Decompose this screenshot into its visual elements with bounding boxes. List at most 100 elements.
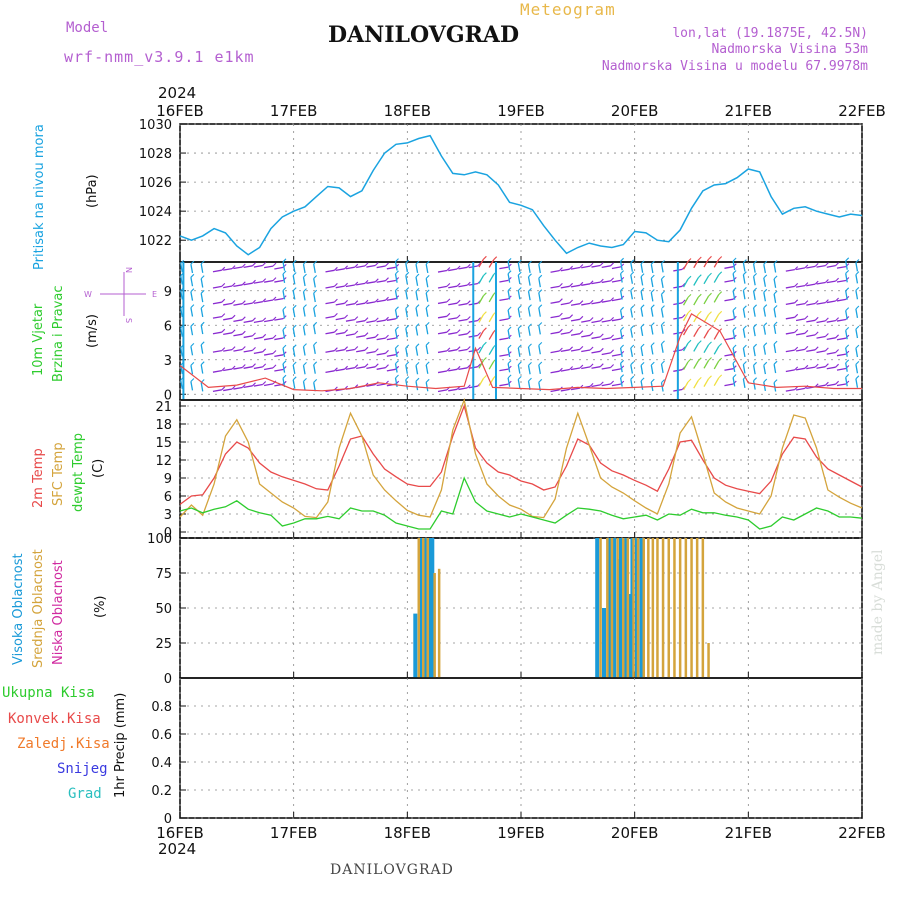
wind-barb-flag bbox=[231, 300, 236, 304]
wind-barb-flag bbox=[687, 378, 692, 383]
pressure-line bbox=[179, 134, 863, 256]
wind-barb-flag bbox=[708, 327, 712, 331]
wind-barb bbox=[713, 346, 720, 355]
wind-barb-flag bbox=[708, 311, 712, 316]
wind-barb-flag bbox=[732, 374, 737, 378]
wind-barb bbox=[724, 337, 734, 341]
wind-barb bbox=[458, 318, 468, 322]
wind-barb-flag bbox=[825, 363, 829, 368]
wind-barb-flag bbox=[650, 361, 655, 366]
wind-barb bbox=[292, 275, 296, 285]
cloud-bar bbox=[701, 538, 705, 678]
wind-barb-flag bbox=[773, 379, 778, 383]
wind-barb bbox=[366, 320, 376, 324]
wind-barb bbox=[190, 263, 194, 274]
precip-ytick-label: 0.2 bbox=[151, 784, 172, 799]
wind-barb-flag bbox=[405, 271, 410, 276]
wind-barb-flag bbox=[415, 304, 420, 309]
wind-barb-flag bbox=[221, 367, 226, 371]
wind-barb bbox=[763, 345, 767, 355]
wind-barb bbox=[325, 269, 335, 273]
wind-barb bbox=[488, 274, 495, 283]
wind-barb-flag bbox=[292, 287, 297, 291]
wind-barb-flag bbox=[262, 298, 267, 303]
wind-barb bbox=[448, 388, 458, 392]
wind-barb bbox=[437, 315, 448, 319]
wind-barb bbox=[785, 285, 795, 289]
wind-barb bbox=[478, 378, 484, 387]
wind-barb bbox=[640, 326, 644, 337]
wind-barb bbox=[724, 318, 734, 322]
wind-barb bbox=[292, 379, 296, 389]
precip-ytick-label: 0 bbox=[164, 812, 172, 827]
wind-barb-flag bbox=[415, 323, 420, 328]
wind-barb bbox=[507, 377, 511, 387]
wind-barb bbox=[253, 280, 263, 284]
wind-barb-flag bbox=[687, 339, 692, 344]
cloud-bar bbox=[690, 538, 693, 678]
wind-barb bbox=[724, 368, 734, 371]
wind-barb bbox=[488, 361, 495, 370]
wind-barb-flag bbox=[681, 314, 686, 318]
wind-barb bbox=[763, 365, 767, 375]
wind-barb bbox=[499, 353, 509, 357]
wind-barb bbox=[742, 308, 746, 318]
wind-barb-flag bbox=[855, 271, 860, 275]
wind-barb bbox=[313, 263, 316, 273]
wind-barb-flag bbox=[477, 332, 481, 336]
wind-barb bbox=[619, 363, 623, 373]
wind-barb-flag bbox=[282, 306, 287, 310]
wind-barb-flag bbox=[517, 287, 522, 291]
wind-barb-flag bbox=[221, 283, 226, 287]
wind-barb-flag bbox=[589, 262, 594, 267]
wind-barb-flag bbox=[794, 283, 799, 287]
wind-barb-flag bbox=[697, 256, 702, 261]
wind-barb bbox=[488, 346, 495, 356]
wind-barb bbox=[212, 389, 222, 393]
wind-barb-flag bbox=[241, 346, 246, 350]
wind-barb-flag bbox=[538, 274, 543, 279]
wind-barb bbox=[742, 290, 746, 300]
wind-barb-flag bbox=[610, 349, 614, 354]
wind-barb bbox=[335, 302, 345, 306]
precipitation-panel: 0 0.2 0.4 0.6 0.8 bbox=[151, 677, 863, 827]
wind-barb bbox=[826, 366, 836, 370]
wind-barb-flag bbox=[425, 275, 430, 279]
wind-barb bbox=[538, 345, 541, 355]
wind-barb bbox=[458, 266, 468, 270]
wind-barb bbox=[437, 350, 448, 354]
wind-barb bbox=[732, 310, 736, 320]
wind-barb-flag bbox=[292, 259, 297, 264]
wind-barb bbox=[356, 349, 366, 353]
wind-barb bbox=[292, 290, 296, 300]
wind-barb bbox=[200, 293, 204, 303]
wind-barb bbox=[335, 268, 345, 272]
wind-barb-flag bbox=[610, 317, 614, 321]
wind-barb bbox=[200, 325, 204, 335]
wind-barb-flag bbox=[344, 346, 348, 351]
wind-barb-flag bbox=[640, 287, 645, 292]
wind-barb bbox=[386, 354, 396, 357]
wind-barb bbox=[732, 330, 736, 340]
wind-barb bbox=[742, 328, 746, 338]
wind-barb-flag bbox=[804, 300, 809, 304]
wind-barb bbox=[448, 302, 458, 306]
wind-barb bbox=[478, 275, 484, 284]
wind-barb bbox=[488, 259, 495, 268]
wind-barb bbox=[527, 326, 531, 336]
wind-barb bbox=[243, 282, 253, 286]
wind-barb bbox=[630, 274, 634, 284]
wind-barb-flag bbox=[354, 281, 359, 286]
wind-barb bbox=[376, 319, 386, 323]
time-label-bottom: 16FEB bbox=[156, 824, 203, 842]
wind-barb bbox=[619, 261, 623, 271]
wind-barb bbox=[356, 320, 366, 323]
wind-barb bbox=[795, 318, 806, 322]
wind-barb bbox=[190, 326, 194, 336]
wind-barb bbox=[611, 298, 621, 302]
wind-barb bbox=[826, 337, 836, 340]
precip-ylabel: 1hr Precip (mm) bbox=[113, 693, 128, 798]
wind-barb-flag bbox=[599, 278, 604, 283]
wind-barb bbox=[517, 328, 521, 338]
wind-barb bbox=[356, 282, 366, 286]
